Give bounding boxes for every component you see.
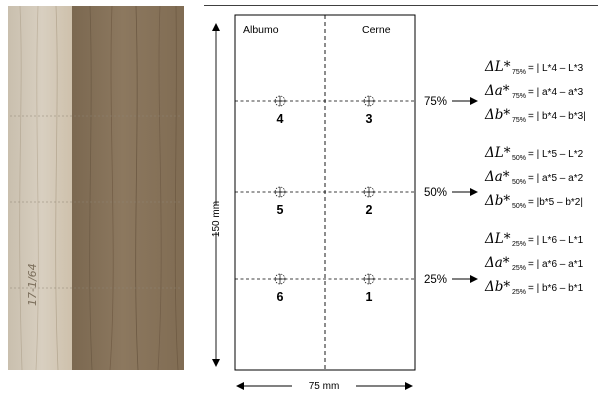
- level-row: 6 125%ΔL* 25% = | L*6 – L*1Δa* 25% = | a*6 – …: [235, 231, 584, 304]
- marking-lines: [10, 115, 182, 289]
- color-difference-equation: ΔL* 50% = | L*5 – L*2: [484, 145, 584, 162]
- equation-subscript: 75%: [512, 117, 526, 124]
- equation-subscript: 50%: [512, 179, 526, 186]
- measurement-point-marker: [363, 95, 375, 107]
- level-percentage-label: 25%: [424, 274, 447, 286]
- level-percentage-label: 50%: [424, 187, 447, 199]
- measurement-point-number: 5: [277, 203, 284, 217]
- color-difference-equation: Δa* 25% = | a*6 – a*1: [484, 255, 584, 272]
- width-dimension-label: 75 mm: [309, 381, 340, 392]
- equation-symbol: Δb*: [484, 193, 510, 209]
- equation-expression: = | L*6 – L*1: [528, 235, 584, 246]
- equation-symbol: ΔL*: [484, 231, 511, 247]
- equation-expression: = |b*5 – b*2|: [528, 197, 583, 208]
- equation-symbol: Δa*: [484, 255, 510, 271]
- equation-symbol: Δa*: [484, 169, 510, 185]
- equation-expression: = | a*6 – a*1: [528, 259, 584, 270]
- equation-subscript: 50%: [512, 203, 526, 210]
- color-difference-equation: Δa* 50% = | a*5 – a*2: [484, 169, 584, 186]
- color-difference-equation: Δb* 75% = | b*4 – b*3|: [484, 107, 586, 124]
- equation-symbol: ΔL*: [484, 145, 511, 161]
- measurement-point-number: 6: [277, 290, 284, 304]
- equation-expression: = | L*4 – L*3: [528, 63, 584, 74]
- color-difference-equation: Δa* 75% = | a*4 – a*3: [484, 83, 584, 100]
- equation-subscript: 25%: [512, 289, 526, 296]
- heartwood-label: Cerne: [362, 24, 391, 36]
- equation-symbol: Δb*: [484, 107, 510, 123]
- color-difference-equation: Δb* 25% = | b*6 – b*1: [484, 279, 584, 296]
- measurement-point-number: 1: [366, 290, 373, 304]
- measurement-point-number: 2: [366, 203, 373, 217]
- handwritten-sample-id: 17-1/64: [26, 263, 39, 306]
- equation-subscript: 25%: [512, 265, 526, 272]
- equation-symbol: Δb*: [484, 279, 510, 295]
- measurement-point-marker: [274, 186, 286, 198]
- level-percentage-label: 75%: [424, 96, 447, 108]
- equation-expression: = | b*4 – b*3|: [528, 111, 586, 122]
- color-difference-equation: ΔL* 25% = | L*6 – L*1: [484, 231, 584, 248]
- wood-grain: [19, 6, 179, 370]
- color-difference-equation: Δb* 50% = |b*5 – b*2|: [484, 193, 583, 210]
- equation-symbol: ΔL*: [484, 59, 511, 75]
- measurement-point-marker: [363, 273, 375, 285]
- measurement-point-marker: [363, 186, 375, 198]
- wood-sample-photo: 17-1/64: [8, 6, 184, 370]
- measurement-point-marker: [274, 273, 286, 285]
- equation-expression: = | b*6 – b*1: [528, 283, 584, 294]
- measurement-levels: 4 375%ΔL* 75% = | L*4 – L*3Δa* 75% = | a*4 – …: [235, 59, 586, 304]
- equation-subscript: 50%: [512, 155, 526, 162]
- height-dimension-label: 150 mm: [211, 201, 222, 237]
- measurement-point-marker: [274, 95, 286, 107]
- measurement-point-number: 4: [277, 112, 284, 126]
- equation-expression: = | a*4 – a*3: [528, 87, 584, 98]
- sapwood-region: [8, 6, 76, 370]
- equation-subscript: 75%: [512, 93, 526, 100]
- level-row: 4 375%ΔL* 75% = | L*4 – L*3Δa* 75% = | a*4 – …: [235, 59, 586, 126]
- equation-expression: = | L*5 – L*2: [528, 149, 584, 160]
- color-difference-equation: ΔL* 75% = | L*4 – L*3: [484, 59, 584, 76]
- equation-subscript: 75%: [512, 69, 526, 76]
- equation-symbol: Δa*: [484, 83, 510, 99]
- equation-expression: = | a*5 – a*2: [528, 173, 584, 184]
- sapwood-label: Albumo: [243, 24, 279, 36]
- level-row: 5 250%ΔL* 50% = | L*5 – L*2Δa* 50% = | a*5 – …: [235, 145, 584, 217]
- measurement-point-number: 3: [366, 112, 373, 126]
- equation-subscript: 25%: [512, 241, 526, 248]
